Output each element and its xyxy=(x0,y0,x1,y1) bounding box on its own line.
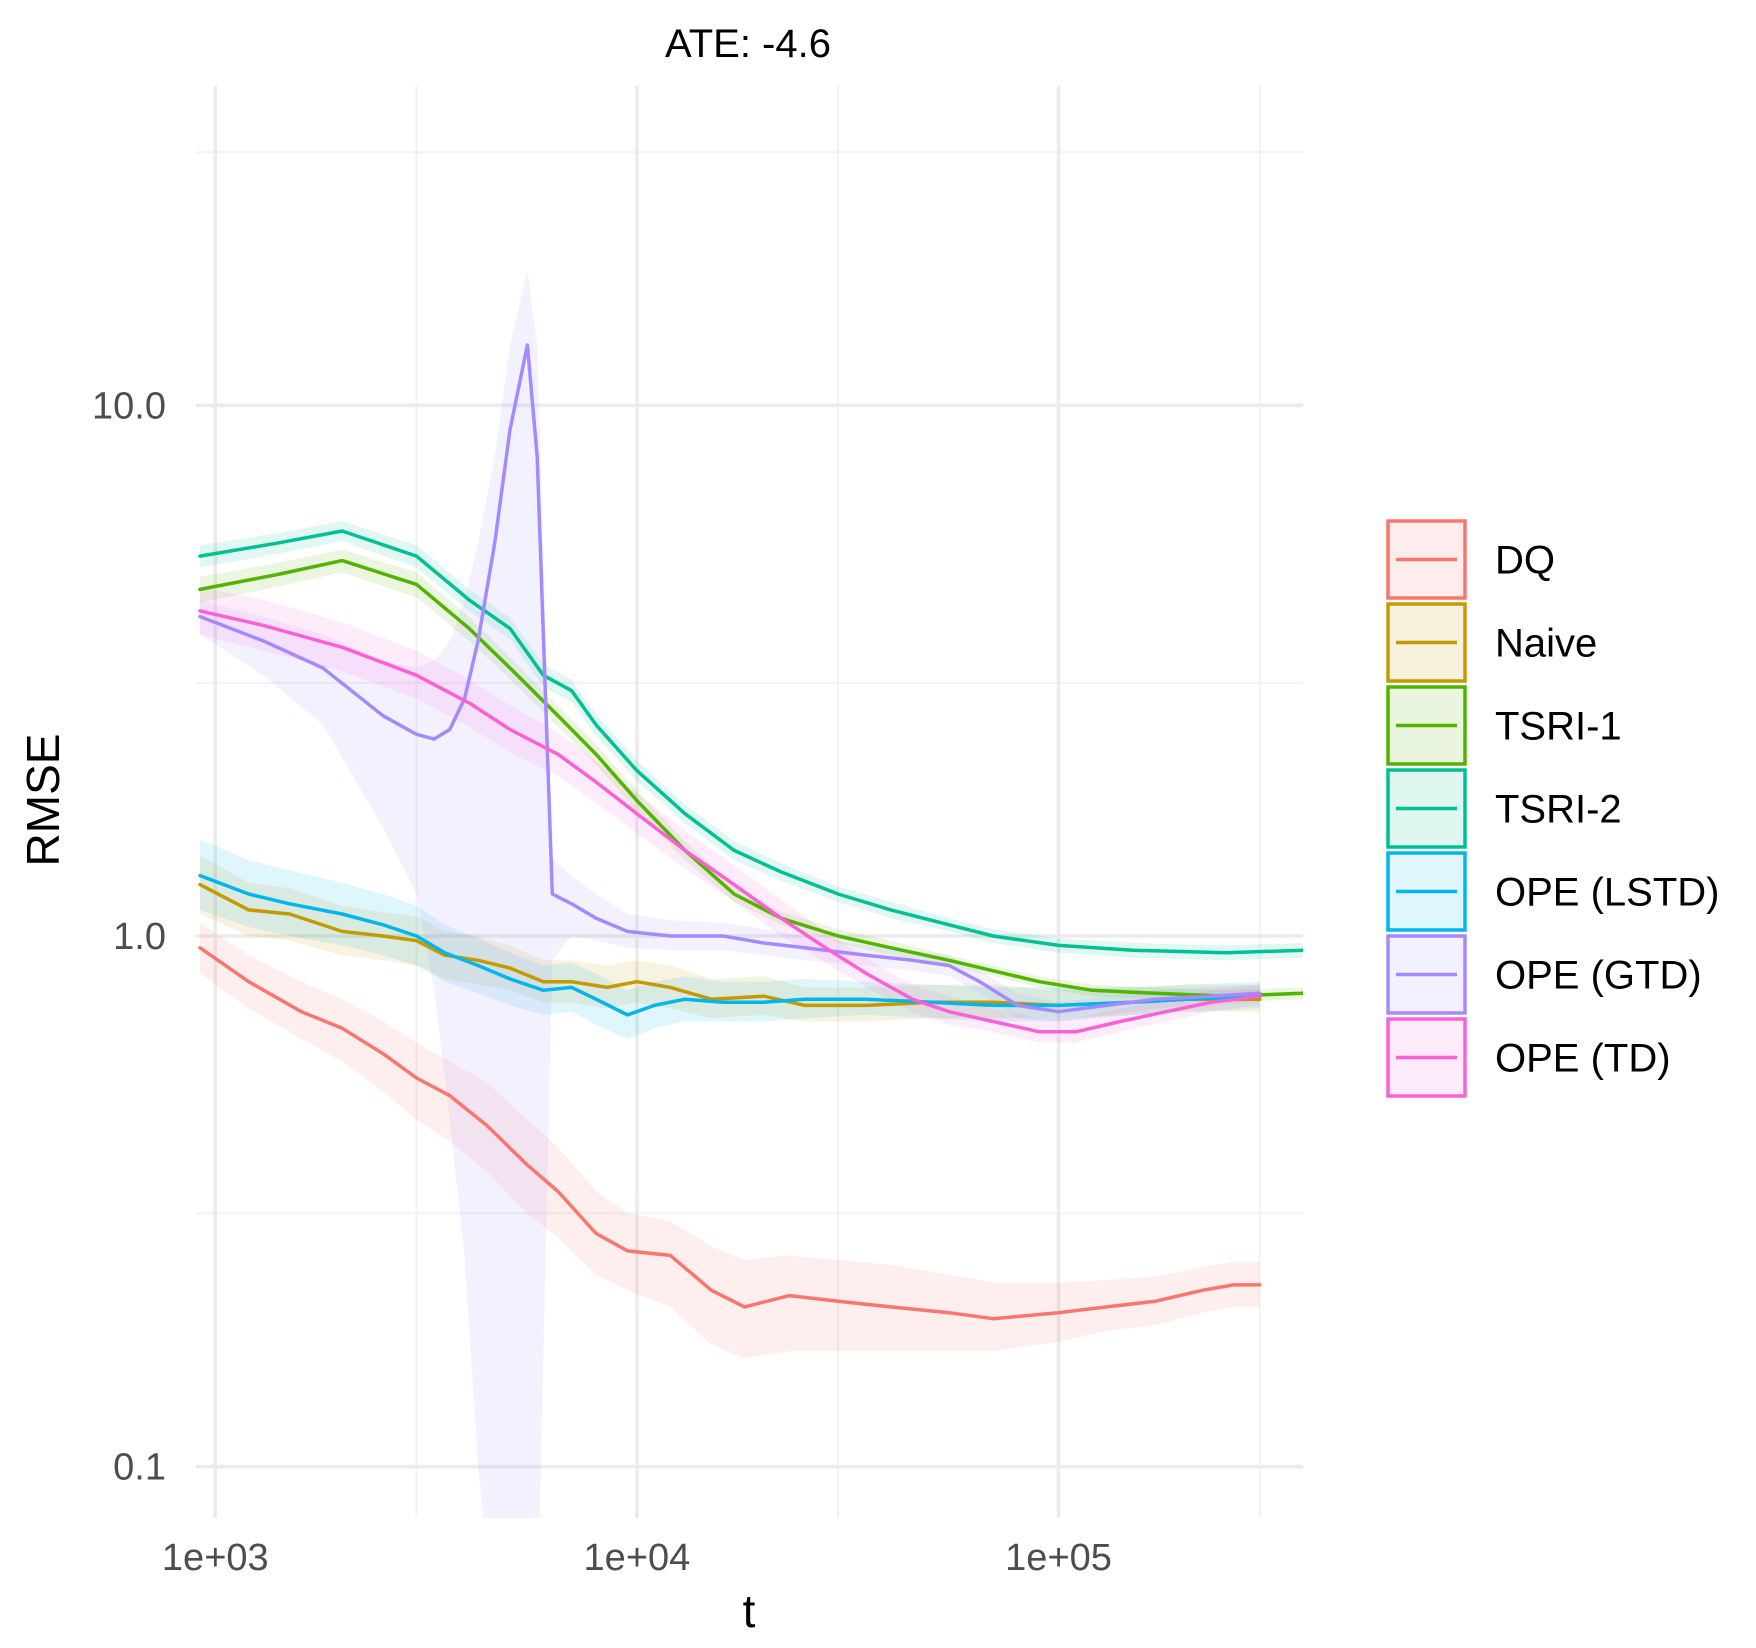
legend-label-naive: Naive xyxy=(1495,622,1597,666)
y-axis-title: RMSE xyxy=(17,734,69,867)
confidence-bands xyxy=(200,270,1303,1518)
legend-item-ope-gtd: OPE (GTD) xyxy=(1386,934,1702,1015)
y-tick-label: 10.0 xyxy=(92,385,166,427)
tick-labels: 1e+03 1e+04 1e+05 0.1 1.0 10.0 xyxy=(92,385,1112,1579)
legend-label-ope-gtd: OPE (GTD) xyxy=(1495,954,1702,998)
band-naive xyxy=(200,855,1260,1022)
series-lines xyxy=(198,343,1303,1321)
line-ope-lstd xyxy=(198,873,1262,1017)
y-tick-label: 1.0 xyxy=(113,916,166,958)
x-axis-title: t xyxy=(743,1585,756,1637)
legend-item-tsri-1: TSRI-1 xyxy=(1386,685,1622,766)
legend-label-tsri-1: TSRI-1 xyxy=(1495,705,1622,749)
line-ope-td xyxy=(198,609,1262,1034)
legend-label-tsri-2: TSRI-2 xyxy=(1495,788,1622,832)
legend-item-ope-lstd: OPE (LSTD) xyxy=(1386,851,1719,932)
legend: DQ Naive TSRI-1 TSRI-2 OPE (LSTD) OPE (GTD) OP… xyxy=(1386,519,1719,1098)
legend-item-ope-td: OPE (TD) xyxy=(1386,1017,1671,1098)
legend-item-tsri-2: TSRI-2 xyxy=(1386,768,1622,849)
grid xyxy=(196,86,1303,1518)
line-tsri-2 xyxy=(198,529,1303,955)
band-dq xyxy=(200,922,1260,1359)
line-naive xyxy=(198,882,1262,1008)
y-tick-label: 0.1 xyxy=(113,1447,166,1489)
legend-label-dq: DQ xyxy=(1495,539,1555,583)
legend-label-ope-td: OPE (TD) xyxy=(1495,1037,1671,1081)
band-ope-lstd xyxy=(200,839,1260,1039)
x-tick-label: 1e+04 xyxy=(584,1537,691,1579)
band-ope-gtd xyxy=(200,270,1260,1518)
legend-item-dq: DQ xyxy=(1386,519,1555,600)
chart-title: ATE: -4.6 xyxy=(665,22,831,66)
legend-label-ope-lstd: OPE (LSTD) xyxy=(1495,871,1719,915)
line-dq xyxy=(198,946,1262,1321)
x-tick-label: 1e+05 xyxy=(1005,1537,1112,1579)
line-ope-gtd xyxy=(198,343,1262,1014)
x-tick-label: 1e+03 xyxy=(162,1537,269,1579)
line-tsri-1 xyxy=(198,558,1303,998)
legend-item-naive: Naive xyxy=(1386,602,1597,683)
